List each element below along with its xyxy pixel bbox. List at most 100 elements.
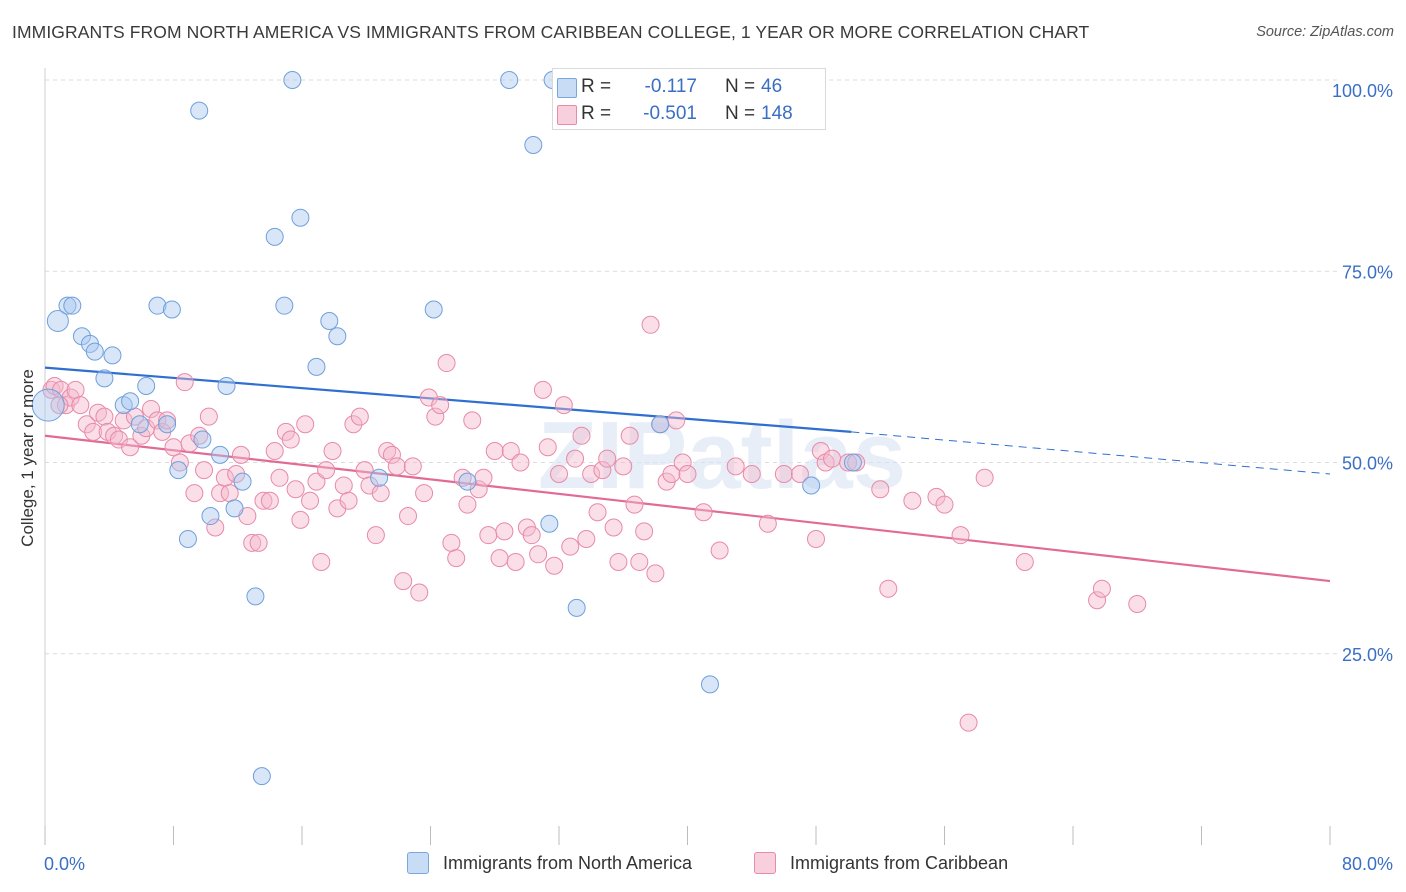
tick-labels: 25.0% 50.0% 75.0% 100.0% 0.0% 80.0% — [44, 81, 1393, 874]
caribbean-point — [77, 415, 96, 434]
caribbean-point — [790, 464, 809, 483]
caribbean-point — [554, 396, 573, 415]
north-america-point — [540, 514, 559, 533]
caribbean-point — [403, 457, 422, 476]
caribbean-point — [566, 449, 585, 468]
legend-r-label: R = — [581, 76, 612, 97]
caribbean-point — [195, 461, 214, 480]
x-tick-label: 0.0% — [44, 854, 85, 874]
north-america-point — [283, 71, 302, 89]
north-america-point — [320, 311, 339, 330]
caribbean-point — [249, 533, 268, 552]
caribbean-points — [42, 315, 1147, 732]
caribbean-point — [495, 522, 514, 541]
caribbean-point — [959, 713, 978, 732]
legend-r-label: R = — [581, 103, 612, 124]
caribbean-point — [545, 556, 564, 575]
caribbean-point — [206, 518, 225, 537]
caribbean-point — [227, 464, 246, 483]
north-america-point — [201, 507, 220, 526]
north-america-point — [843, 453, 862, 472]
caribbean-point — [641, 315, 660, 334]
caribbean-point — [148, 411, 167, 430]
caribbean-point — [323, 442, 342, 461]
north-america-point — [137, 377, 156, 395]
x-tick-label: 80.0% — [1342, 854, 1393, 874]
caribbean-point — [673, 453, 692, 472]
north-america-point — [370, 468, 389, 487]
caribbean-point — [823, 449, 842, 468]
y-axis-label: College, 1 year or more — [18, 369, 37, 547]
legend-row-north-america: R = -0.117 N = 46 — [557, 74, 783, 100]
caribbean-point — [598, 449, 617, 468]
caribbean-point — [158, 411, 177, 430]
north-america-point — [500, 71, 519, 89]
caribbean-point — [625, 495, 644, 514]
legend-swatch-blue — [557, 78, 577, 98]
north-america-points — [31, 71, 862, 786]
axes — [44, 68, 1331, 845]
caribbean-point — [270, 468, 289, 487]
caribbean-point — [66, 380, 85, 399]
caribbean-point — [646, 564, 665, 583]
north-america-point — [233, 472, 252, 491]
caribbean-point — [199, 407, 218, 426]
caribbean-point — [620, 426, 639, 445]
caribbean-point — [312, 552, 331, 571]
north-america-point — [162, 300, 181, 319]
caribbean-point — [614, 457, 633, 476]
north-america-point — [424, 300, 443, 319]
bottom-legend-caribbean: Immigrants from Caribbean — [754, 852, 1008, 874]
correlation-legend: R = -0.117 N = 46 R = -0.501 N = 148 — [552, 68, 826, 130]
caribbean-point — [479, 526, 498, 545]
north-america-point — [217, 377, 236, 395]
bottom-legend-label: Immigrants from Caribbean — [790, 852, 1009, 873]
north-america-point — [63, 296, 82, 315]
caribbean-point — [561, 537, 580, 556]
caribbean-point — [260, 491, 279, 510]
source-label: Source: ZipAtlas.com — [1256, 24, 1394, 40]
caribbean-point — [588, 503, 607, 522]
caribbean-point — [694, 503, 713, 522]
caribbean-point — [447, 549, 466, 568]
caribbean-point — [1092, 579, 1111, 598]
caribbean-point — [710, 541, 729, 560]
caribbean-point — [609, 552, 628, 571]
caribbean-point — [951, 526, 970, 545]
caribbean-point — [501, 442, 520, 461]
caribbean-point — [84, 422, 103, 441]
caribbean-point — [394, 572, 413, 591]
caribbean-point — [1015, 552, 1034, 571]
caribbean-point — [577, 530, 596, 548]
caribbean-point — [399, 507, 418, 526]
caribbean-point — [426, 407, 445, 426]
caribbean-point — [572, 426, 591, 445]
caribbean-point — [604, 518, 623, 537]
chart-title: IMMIGRANTS FROM NORTH AMERICA VS IMMIGRA… — [12, 22, 1090, 42]
caribbean-point — [164, 438, 183, 457]
north-america-point — [190, 101, 209, 120]
caribbean-point — [522, 526, 541, 545]
caribbean-point — [667, 411, 686, 430]
caribbean-point — [463, 411, 482, 430]
caribbean-point — [231, 445, 250, 464]
y-tick-label: 75.0% — [1342, 262, 1393, 282]
caribbean-point — [758, 514, 777, 533]
legend-r-value: -0.501 — [643, 103, 697, 124]
caribbean-point — [301, 491, 320, 510]
caribbean-point — [529, 545, 548, 564]
caribbean-point — [485, 442, 504, 461]
caribbean-point — [334, 476, 353, 495]
caribbean-point — [339, 491, 358, 510]
caribbean-point — [903, 491, 922, 510]
caribbean-point — [538, 438, 557, 457]
caribbean-point — [593, 461, 612, 480]
north-america-point — [225, 499, 244, 518]
legend-n-value: 46 — [761, 76, 783, 97]
caribbean-point — [442, 533, 461, 552]
north-america-point — [211, 445, 230, 464]
north-america-point — [651, 415, 670, 434]
north-america-point — [275, 296, 294, 315]
north-america-point — [458, 472, 477, 491]
